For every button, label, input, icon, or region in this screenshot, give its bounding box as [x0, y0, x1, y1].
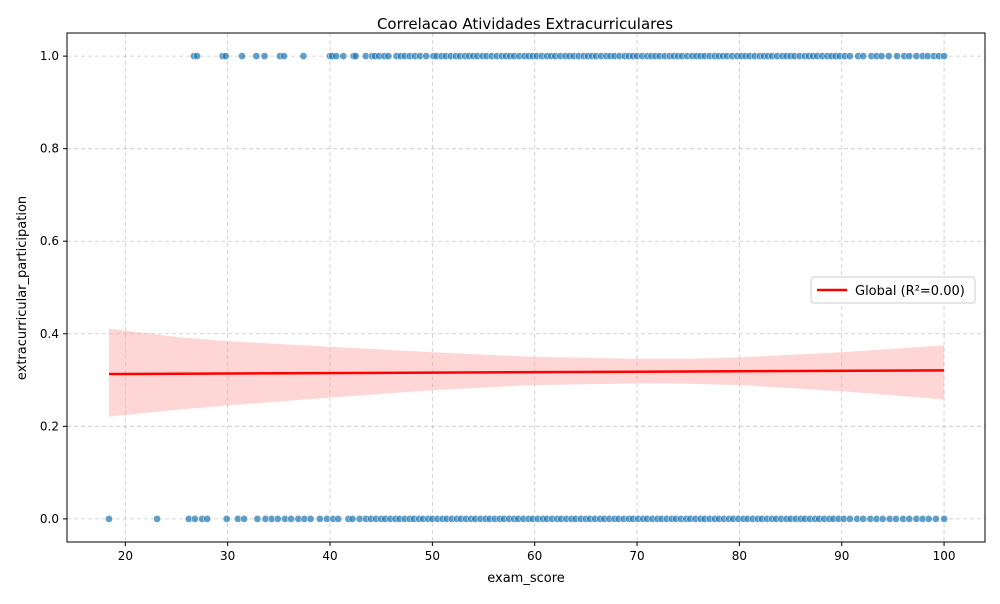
y-tick-label: 0.4 — [40, 327, 59, 341]
data-point — [384, 52, 393, 60]
legend: Global (R²=0.00) — [810, 276, 976, 304]
data-point — [240, 515, 248, 523]
x-tick-label: 60 — [527, 549, 542, 563]
y-tick-label: 1.0 — [40, 49, 59, 63]
data-point — [253, 515, 262, 523]
points-layer — [105, 52, 948, 523]
data-point — [892, 515, 900, 523]
x-tick-label: 20 — [118, 549, 133, 563]
data-point — [884, 52, 893, 60]
chart-title: Correlacao Atividades Extracurriculares — [377, 15, 673, 33]
x-tick-label: 40 — [322, 549, 337, 563]
data-point — [260, 52, 269, 60]
data-point — [846, 515, 854, 523]
x-tick-label: 30 — [220, 549, 235, 563]
data-point — [348, 515, 357, 523]
data-point — [905, 515, 914, 523]
y-tick-label: 0.8 — [40, 142, 59, 156]
data-point — [191, 515, 199, 523]
data-point — [332, 52, 341, 60]
x-tick-label: 80 — [732, 549, 747, 563]
data-point — [280, 52, 288, 60]
data-point — [238, 52, 246, 60]
data-point — [859, 52, 868, 60]
data-point — [422, 52, 431, 60]
data-point — [315, 515, 324, 523]
data-point — [306, 515, 315, 523]
legend-label: Global (R²=0.00) — [855, 284, 965, 299]
data-point — [859, 515, 868, 523]
data-point — [221, 52, 230, 60]
data-point — [299, 52, 308, 60]
data-point — [940, 52, 948, 60]
legend-box — [810, 276, 976, 304]
x-tick-label: 50 — [425, 549, 440, 563]
y-axis-ticks: 0.0 0.2 0.4 0.6 0.8 1.0 — [40, 49, 67, 526]
data-point — [351, 52, 360, 60]
data-point — [932, 515, 940, 523]
data-point — [153, 515, 161, 523]
data-point — [222, 515, 231, 523]
data-point — [924, 515, 933, 523]
data-point — [878, 515, 887, 523]
data-point — [893, 52, 901, 60]
data-point — [203, 515, 212, 523]
data-point — [105, 515, 113, 523]
x-tick-label: 100 — [933, 549, 956, 563]
regression-line — [108, 369, 945, 376]
data-point — [339, 52, 348, 60]
x-axis-ticks: 20 30 40 50 60 70 80 90 100 — [118, 542, 956, 563]
data-point — [193, 52, 201, 60]
data-point — [877, 52, 886, 60]
data-point — [287, 515, 295, 523]
y-tick-label: 0.6 — [40, 234, 59, 248]
data-point — [252, 52, 261, 60]
x-axis-label: exam_score — [487, 571, 565, 586]
y-tick-label: 0.0 — [40, 512, 59, 526]
x-tick-label: 90 — [834, 549, 849, 563]
data-point — [846, 52, 854, 60]
data-point — [273, 515, 282, 523]
y-tick-label: 0.2 — [40, 419, 59, 433]
plot-frame — [66, 32, 986, 543]
data-point — [334, 515, 343, 523]
y-axis-label: extracurricular_participation — [15, 196, 30, 380]
data-point — [905, 52, 914, 60]
regression-line-layer — [108, 369, 945, 376]
data-point — [940, 515, 948, 523]
x-tick-label: 70 — [629, 549, 644, 563]
